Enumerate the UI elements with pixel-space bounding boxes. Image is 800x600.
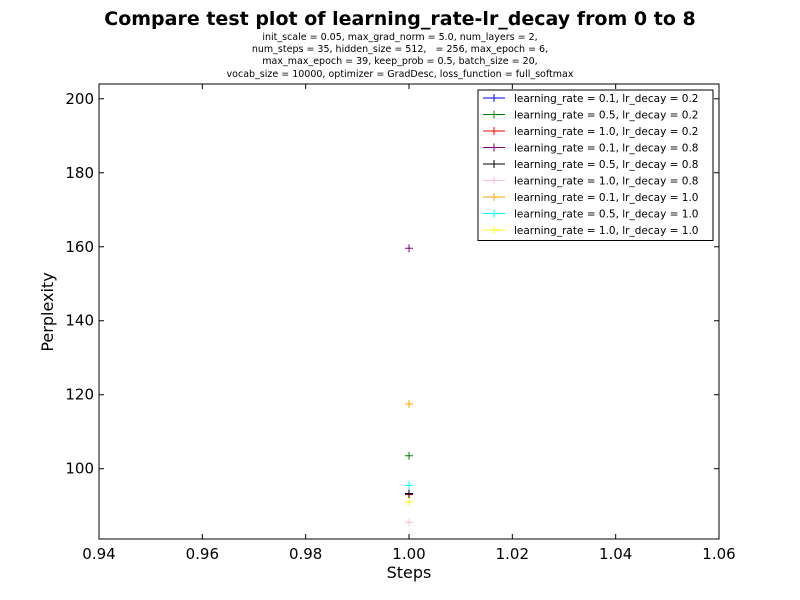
- y-tick-label: 160: [65, 238, 94, 256]
- data-point: [405, 481, 413, 490]
- subtitle-line: init_scale = 0.05, max_grad_norm = 5.0, …: [262, 32, 538, 43]
- legend-entry: learning_rate = 0.5, lr_decay = 1.0: [483, 209, 698, 221]
- legend-label: learning_rate = 1.0, lr_decay = 0.2: [514, 126, 698, 138]
- y-axis-label: Perplexity: [38, 272, 57, 351]
- legend-entry: learning_rate = 0.1, lr_decay = 0.2: [483, 93, 698, 105]
- legend-entry: learning_rate = 0.1, lr_decay = 1.0: [483, 192, 698, 204]
- legend-label: learning_rate = 1.0, lr_decay = 1.0: [514, 225, 698, 237]
- x-tick-label: 0.96: [186, 545, 219, 563]
- data-point: [405, 244, 413, 253]
- y-tick-label: 180: [65, 164, 94, 182]
- legend-label: learning_rate = 0.1, lr_decay = 1.0: [514, 192, 698, 204]
- legend-entry: learning_rate = 0.1, lr_decay = 0.8: [483, 143, 698, 155]
- legend-entry: learning_rate = 1.0, lr_decay = 1.0: [483, 225, 698, 237]
- legend-entry: learning_rate = 1.0, lr_decay = 0.2: [483, 126, 698, 138]
- x-tick-label: 1.00: [392, 545, 425, 563]
- legend-label: learning_rate = 0.5, lr_decay = 0.2: [514, 110, 698, 122]
- legend: learning_rate = 0.1, lr_decay = 0.2 learn…: [477, 89, 714, 241]
- legend-label: learning_rate = 0.5, lr_decay = 0.8: [514, 159, 698, 171]
- y-tick-label: 200: [65, 90, 94, 108]
- legend-label: learning_rate = 0.5, lr_decay = 1.0: [514, 209, 698, 221]
- chart-title: Compare test plot of learning_rate-lr_de…: [104, 8, 696, 30]
- data-point: [405, 518, 413, 527]
- legend-label: learning_rate = 0.1, lr_decay = 0.2: [514, 93, 698, 105]
- y-tick-label: 120: [65, 386, 94, 404]
- data-point: [405, 498, 413, 507]
- legend-label: learning_rate = 0.1, lr_decay = 0.8: [514, 143, 698, 155]
- x-tick-label: 0.98: [289, 545, 322, 563]
- legend-entry: learning_rate = 1.0, lr_decay = 0.8: [483, 176, 698, 188]
- subtitle-line: num_steps = 35, hidden_size = 512, = 256…: [251, 44, 549, 56]
- x-tick-label: 0.94: [82, 545, 115, 563]
- legend-entry: learning_rate = 0.5, lr_decay = 0.8: [483, 159, 698, 171]
- x-tick-label: 1.04: [599, 545, 632, 563]
- y-tick-label: 100: [65, 460, 94, 478]
- data-point: [405, 489, 413, 498]
- legend-entry: learning_rate = 0.5, lr_decay = 0.2: [483, 110, 698, 122]
- subtitle-line: max_max_epoch = 39, keep_prob = 0.5, bat…: [262, 56, 538, 68]
- chart-subtitle: init_scale = 0.05, max_grad_norm = 5.0, …: [0, 32, 800, 81]
- legend-box: [477, 89, 714, 241]
- legend-label: learning_rate = 1.0, lr_decay = 0.8: [514, 176, 698, 188]
- x-tick-label: 1.06: [702, 545, 735, 563]
- y-tick-label: 140: [65, 312, 94, 330]
- data-point: [405, 451, 413, 460]
- subtitle-line: vocab_size = 10000, optimizer = GradDesc…: [226, 68, 574, 80]
- data-point: [405, 399, 413, 408]
- x-axis-label: Steps: [387, 563, 432, 582]
- x-tick-label: 1.02: [496, 545, 529, 563]
